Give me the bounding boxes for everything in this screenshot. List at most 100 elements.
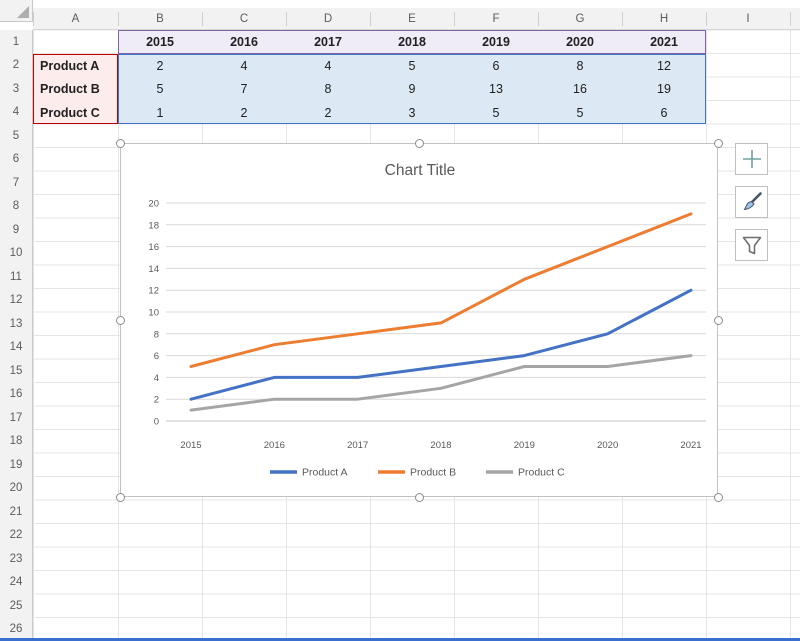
column-header-B[interactable]: B [118,8,202,30]
column-header-partial[interactable] [790,8,800,30]
cell[interactable]: 4 [324,58,332,73]
row-header-16[interactable]: 16 [0,382,33,406]
row-header-7[interactable]: 7 [0,171,33,195]
selection-handle[interactable] [713,492,723,502]
row-header-17[interactable]: 17 [0,406,33,430]
cell[interactable]: 2017 [314,35,342,49]
cell[interactable]: 2018 [398,35,426,49]
cell[interactable]: Product C [40,105,100,120]
cell[interactable]: 12 [657,58,671,73]
row-header-26[interactable]: 26 [0,617,33,641]
row-header-24[interactable]: 24 [0,570,33,594]
svg-text:18: 18 [148,220,159,231]
cell[interactable]: 5 [408,58,416,73]
row-header-20[interactable]: 20 [0,476,33,500]
selection-handle[interactable] [713,138,723,148]
svg-text:Product B: Product B [410,467,456,479]
row-header-21[interactable]: 21 [0,500,33,524]
svg-text:Product C: Product C [518,467,565,479]
selection-handle[interactable] [115,492,125,502]
row-header-13[interactable]: 13 [0,312,33,336]
cell[interactable]: 5 [492,105,500,120]
cell[interactable]: 2021 [650,35,678,49]
svg-text:4: 4 [154,373,159,384]
row-header-6[interactable]: 6 [0,147,33,171]
svg-text:Product A: Product A [302,467,348,479]
row-header-4[interactable]: 4 [0,100,33,124]
column-header-E[interactable]: E [370,8,454,30]
row-header-11[interactable]: 11 [0,265,33,289]
categories-range [118,30,706,54]
row-header-10[interactable]: 10 [0,241,33,265]
select-all-triangle-icon [17,6,29,18]
cell[interactable]: Product A [40,58,100,73]
chart-title: Chart Title [385,162,456,179]
row-header-1[interactable]: 1 [0,30,33,54]
row-header-12[interactable]: 12 [0,288,33,312]
column-header-H[interactable]: H [622,8,706,30]
cell[interactable]: 2 [240,105,248,120]
chart-styles-button[interactable] [735,186,768,218]
column-header-A[interactable]: A [33,8,118,30]
row-header-5[interactable]: 5 [0,124,33,148]
cell[interactable]: 6 [492,58,500,73]
cell[interactable]: 5 [156,82,164,96]
cell[interactable]: 2016 [230,35,258,49]
row-header-2[interactable]: 2 [0,53,33,77]
column-header-I[interactable]: I [706,8,790,30]
column-header-G[interactable]: G [538,8,622,30]
cell[interactable]: 19 [657,82,671,96]
cell[interactable]: 3 [408,105,416,120]
cell[interactable]: 2015 [146,35,174,49]
row-header-8[interactable]: 8 [0,194,33,218]
cell[interactable]: 8 [576,58,584,73]
cell[interactable]: 5 [576,105,584,120]
funnel-icon [742,236,761,255]
row-header-19[interactable]: 19 [0,453,33,477]
selection-handle[interactable] [713,315,723,325]
cell[interactable]: 13 [489,82,503,96]
cell[interactable]: 16 [573,82,587,96]
series-product-a [189,288,693,401]
series-names-range [33,53,118,124]
chart-filters-button[interactable] [735,229,768,261]
cell[interactable]: 7 [240,82,248,96]
values-range [118,53,706,124]
cell[interactable]: 2 [324,105,332,120]
svg-text:12: 12 [148,286,159,297]
svg-text:8: 8 [154,329,159,340]
cell[interactable]: 6 [660,105,668,120]
column-header-D[interactable]: D [286,8,370,30]
column-header-C[interactable]: C [202,8,286,30]
cell[interactable]: 1 [156,105,164,120]
svg-text:20: 20 [148,199,159,210]
cell[interactable]: 2020 [566,35,594,49]
cell[interactable]: Product B [40,82,100,96]
row-header-14[interactable]: 14 [0,335,33,359]
selection-handle[interactable] [414,138,424,148]
row-header-23[interactable]: 23 [0,547,33,571]
row-header-9[interactable]: 9 [0,218,33,242]
svg-text:6: 6 [154,351,159,362]
svg-text:10: 10 [148,308,159,319]
svg-text:2018: 2018 [430,440,451,451]
row-header-18[interactable]: 18 [0,429,33,453]
column-header-F[interactable]: F [454,8,538,30]
cell[interactable]: 8 [324,82,332,96]
row-header-22[interactable]: 22 [0,523,33,547]
select-all-button[interactable] [0,0,33,22]
row-header-25[interactable]: 25 [0,594,33,618]
cell[interactable]: 2019 [482,35,510,49]
selection-handle[interactable] [115,138,125,148]
svg-text:2016: 2016 [264,440,285,451]
cell[interactable]: 4 [240,58,248,73]
row-header-15[interactable]: 15 [0,359,33,383]
cell[interactable]: 2 [156,58,164,73]
selection-handle[interactable] [414,492,424,502]
row-header-3[interactable]: 3 [0,77,33,101]
chart-object[interactable]: Chart Title 0 2 4 6 8 10 12 14 16 18 20 2015 2016 2017… [120,143,718,497]
chart-elements-button[interactable] [735,143,768,175]
svg-text:16: 16 [148,242,159,253]
selection-handle[interactable] [115,315,125,325]
cell[interactable]: 9 [408,82,416,96]
